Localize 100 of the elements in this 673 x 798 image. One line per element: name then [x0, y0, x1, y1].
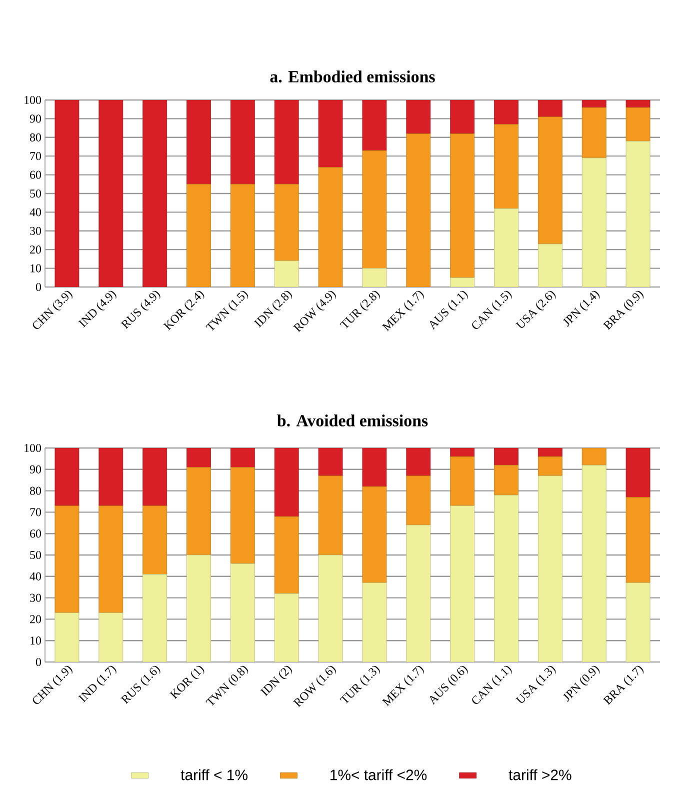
bar [494, 494, 518, 662]
bar [406, 100, 431, 134]
bar [538, 476, 562, 662]
y-tick-label: 60 [30, 530, 42, 538]
bar [186, 184, 211, 287]
bar [318, 554, 343, 662]
bar [406, 524, 431, 662]
bar [142, 574, 168, 662]
bar [582, 448, 606, 466]
bar [538, 456, 562, 476]
bar [142, 506, 168, 574]
bar [450, 133, 475, 278]
y-tick-label: 50 [30, 550, 42, 560]
y-tick-label: 80 [30, 133, 42, 142]
chart-title: a. Embodied emissions [270, 70, 435, 82]
bar [582, 158, 606, 287]
bar [54, 612, 80, 662]
bar [186, 100, 211, 184]
bar [274, 593, 299, 662]
bar [406, 133, 431, 287]
bar [142, 448, 168, 506]
bar [626, 448, 650, 498]
y-tick-label: 100 [24, 96, 42, 104]
x-tick-label: USA (1.3) [515, 666, 556, 703]
bar [318, 167, 343, 287]
x-tick-label: BRA (1.7) [602, 666, 644, 705]
bar [494, 124, 518, 209]
y-tick-label: 0 [36, 658, 42, 666]
chart-title: b. Avoided emissions [277, 414, 428, 426]
bar [538, 448, 562, 457]
bar [494, 100, 518, 124]
bar [450, 100, 475, 134]
bar [274, 516, 299, 594]
bar [450, 448, 475, 457]
bar [362, 100, 387, 151]
bar [230, 563, 255, 662]
bar [494, 448, 518, 466]
bar [494, 208, 518, 287]
bar [538, 244, 562, 287]
y-tick-label: 10 [30, 264, 42, 272]
y-tick-label: 60 [30, 170, 42, 179]
bar [362, 486, 387, 584]
bar [274, 100, 299, 184]
y-tick-label: 40 [30, 572, 42, 580]
bar [362, 268, 387, 287]
bar [318, 100, 343, 168]
bar [54, 506, 80, 613]
legend-label: tariff >2% [508, 769, 572, 780]
bar [450, 456, 475, 506]
y-tick-label: 100 [24, 444, 42, 452]
bar [186, 554, 211, 662]
y-tick-label: 10 [30, 636, 42, 645]
bar [626, 100, 650, 108]
x-tick-label: BRA (0.9) [602, 290, 644, 330]
bar [230, 184, 255, 287]
bar [582, 100, 606, 108]
bar [406, 476, 431, 526]
bar [538, 116, 562, 244]
bar [582, 464, 606, 662]
bar [98, 612, 124, 662]
y-tick-label: 70 [30, 508, 42, 516]
bar [98, 448, 124, 506]
bar [626, 140, 650, 287]
bar [406, 448, 431, 476]
x-tick-label: IND (4.9) [78, 290, 116, 328]
y-tick-label: 0 [36, 282, 42, 292]
y-tick-label: 20 [30, 615, 42, 624]
y-tick-label: 80 [30, 486, 42, 495]
bar [54, 448, 80, 506]
bar [274, 260, 299, 287]
bar [450, 506, 475, 662]
bar [494, 464, 518, 496]
bar [274, 448, 299, 517]
x-tick-label: USA (2.6) [515, 290, 556, 328]
bar [538, 100, 562, 118]
bar [54, 100, 80, 287]
y-tick-label: 20 [30, 246, 42, 254]
bar [186, 467, 211, 556]
legend-label: 1%< tariff <2% [330, 769, 427, 780]
bar [230, 100, 255, 184]
y-tick-label: 40 [30, 208, 42, 216]
y-tick-label: 50 [30, 189, 42, 198]
bar [362, 448, 387, 487]
y-tick-label: 90 [30, 114, 42, 123]
bar [626, 497, 650, 584]
bar [626, 582, 650, 662]
bar [362, 582, 387, 662]
bar [318, 448, 343, 476]
y-tick-label: 70 [30, 152, 42, 160]
y-tick-label: 90 [30, 465, 42, 474]
bar [274, 184, 299, 262]
bar [626, 107, 650, 142]
y-tick-label: 30 [30, 594, 42, 602]
legend-label: tariff < 1% [180, 769, 248, 780]
bar [98, 100, 124, 287]
bar [230, 467, 255, 564]
bar [362, 150, 387, 268]
y-tick-label: 30 [30, 226, 42, 235]
bar [98, 506, 124, 613]
bar [318, 476, 343, 556]
